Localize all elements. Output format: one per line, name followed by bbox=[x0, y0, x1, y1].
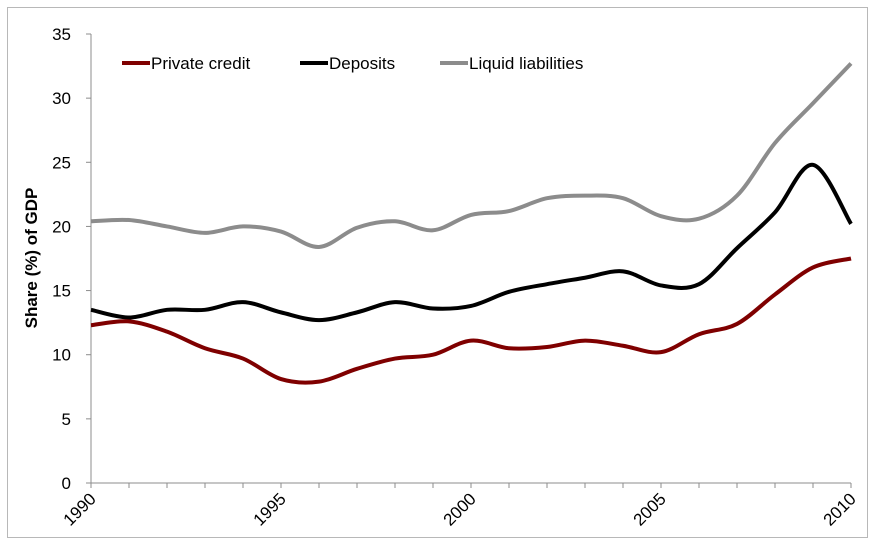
y-tick-label: 35 bbox=[52, 25, 71, 44]
chart-frame bbox=[8, 8, 868, 538]
series-line-deposits bbox=[91, 165, 851, 320]
x-tick-label: 2005 bbox=[630, 489, 670, 529]
x-tick-label: 1990 bbox=[60, 489, 100, 529]
y-axis-ticks: 0 5 10 15 20 25 30 35 bbox=[52, 25, 91, 493]
series-line-liquid-liabilities bbox=[91, 64, 851, 247]
x-tick-label: 1995 bbox=[250, 489, 290, 529]
y-tick-label: 0 bbox=[62, 474, 71, 493]
x-tick-label: 2000 bbox=[440, 489, 480, 529]
legend-item-private-credit-label: Private credit bbox=[151, 54, 250, 73]
y-tick-label: 20 bbox=[52, 217, 71, 236]
series-lines bbox=[91, 64, 851, 383]
y-tick-label: 10 bbox=[52, 346, 71, 365]
y-tick-label: 5 bbox=[62, 410, 71, 429]
series-line-private-credit bbox=[91, 259, 851, 383]
legend-item-deposits-label: Deposits bbox=[329, 54, 395, 73]
y-axis-label: Share (%) of GDP bbox=[22, 188, 41, 329]
x-axis-ticks: 1990 1995 2000 2005 2010 bbox=[60, 483, 860, 530]
x-tick-label: 2010 bbox=[820, 489, 860, 529]
legend: Private credit Deposits Liquid liabilities bbox=[122, 54, 583, 73]
y-tick-label: 25 bbox=[52, 153, 71, 172]
y-tick-label: 30 bbox=[52, 89, 71, 108]
y-tick-label: 15 bbox=[52, 282, 71, 301]
legend-item-liquid-liabilities-label: Liquid liabilities bbox=[469, 54, 583, 73]
